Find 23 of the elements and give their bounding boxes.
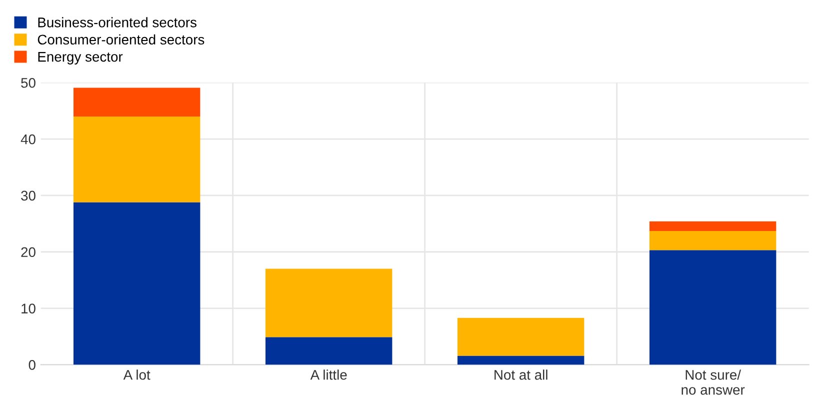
x-tick-label: A little [310,370,347,380]
legend-label: Consumer-oriented sectors [38,34,204,45]
legend-label: Business-oriented sectors [38,17,196,28]
legend-label: Energy sector [38,52,123,64]
bar [265,268,392,338]
y-tick-label: 10 [22,304,36,314]
bar [73,88,200,116]
y-tick-label: 40 [20,134,36,144]
bar [457,356,584,365]
x-tick-label: Not sure/ no answer [682,370,745,395]
bar [265,337,392,365]
bar [73,202,200,365]
y-tick-label: 20 [21,247,36,258]
bar [649,221,776,231]
y-tick-label: 0 [28,360,36,370]
bar [649,231,776,250]
y-tick-label: 50 [21,78,36,88]
y-tick-label: 30 [21,190,36,201]
bar [649,250,776,365]
bar [457,318,584,356]
bar [73,116,200,202]
x-tick-label: A lot [123,370,150,380]
x-tick-label: Not at all [494,370,548,380]
